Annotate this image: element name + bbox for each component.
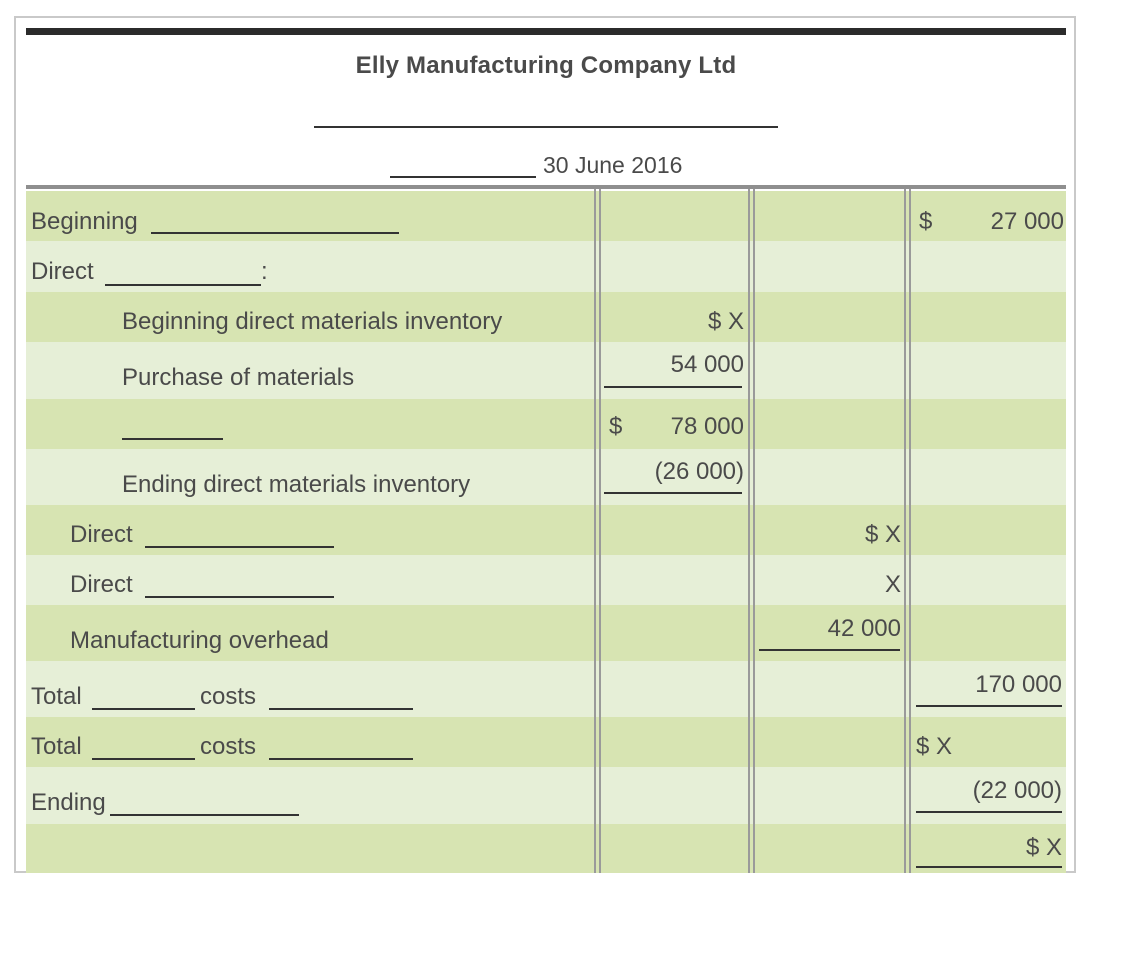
column-divider	[909, 189, 911, 873]
row-bg	[26, 292, 1066, 342]
column-divider	[599, 189, 601, 873]
purchases-amount: 54 000	[670, 351, 744, 378]
direct-a-label: Direct	[70, 521, 133, 548]
purchases-label: Purchase of materials	[122, 364, 355, 391]
total-2-costs: costs	[200, 733, 257, 760]
top-rule	[26, 28, 1066, 35]
row-bg	[26, 342, 1066, 399]
header-rule	[26, 185, 1066, 189]
ending-amount: (22 000)	[972, 777, 1062, 804]
overhead-underline	[759, 649, 900, 651]
total-2-amount: $ X	[916, 733, 953, 760]
beginning-currency: $	[919, 208, 933, 235]
total-1-label: Total	[31, 683, 82, 710]
direct-label: Direct	[31, 258, 94, 285]
beg-dm-label: Beginning direct materials inventory	[122, 308, 503, 335]
final-underline	[916, 866, 1062, 868]
subtotal-label-blank[interactable]	[122, 438, 223, 440]
beginning-blank[interactable]	[151, 232, 399, 234]
ending-label: Ending	[31, 789, 106, 816]
company-title: Elly Manufacturing Company Ltd	[355, 52, 737, 79]
total-1-blank-b[interactable]	[269, 708, 413, 710]
direct-colon: :	[261, 258, 268, 285]
row-bg	[26, 241, 1066, 292]
beginning-label: Beginning	[31, 208, 138, 235]
row-bg	[26, 824, 1066, 873]
ending-underline	[916, 811, 1062, 813]
statement-title-blank[interactable]	[314, 126, 778, 128]
beginning-amount: 27 000	[990, 208, 1064, 235]
ending-blank[interactable]	[110, 814, 299, 816]
subtotal-currency: $	[609, 413, 623, 440]
row-bg	[26, 605, 1066, 661]
total-1-blank-a[interactable]	[92, 708, 195, 710]
direct-blank[interactable]	[105, 284, 261, 286]
row-bg	[26, 661, 1066, 717]
ending-dm-underline	[604, 492, 742, 494]
column-divider	[748, 189, 750, 873]
direct-a-amount: $ X	[864, 521, 901, 548]
column-divider	[753, 189, 755, 873]
total-2-label: Total	[31, 733, 82, 760]
column-divider	[594, 189, 596, 873]
total-2-blank-a[interactable]	[92, 758, 195, 760]
overhead-label: Manufacturing overhead	[70, 627, 329, 654]
direct-b-label: Direct	[70, 571, 133, 598]
purchases-underline	[604, 386, 742, 388]
final-amount: $ X	[1025, 834, 1062, 861]
total-2-blank-b[interactable]	[269, 758, 413, 760]
column-divider	[904, 189, 906, 873]
row-bg	[26, 399, 1066, 449]
total-1-amount: 170 000	[975, 671, 1062, 698]
direct-b-amount: X	[884, 571, 901, 598]
statement-date: 30 June 2016	[543, 152, 683, 178]
direct-b-blank[interactable]	[145, 596, 334, 598]
subtotal-amount: 78 000	[670, 413, 744, 440]
beg-dm-amount: $ X	[707, 308, 744, 335]
total-1-underline	[916, 705, 1062, 707]
date-prefix-blank[interactable]	[390, 176, 536, 178]
total-1-costs: costs	[200, 683, 257, 710]
direct-a-blank[interactable]	[145, 546, 334, 548]
overhead-amount: 42 000	[827, 615, 901, 642]
ending-dm-label: Ending direct materials inventory	[122, 471, 471, 498]
row-bg	[26, 449, 1066, 505]
ending-dm-amount: (26 000)	[654, 458, 744, 485]
row-bg	[26, 717, 1066, 767]
